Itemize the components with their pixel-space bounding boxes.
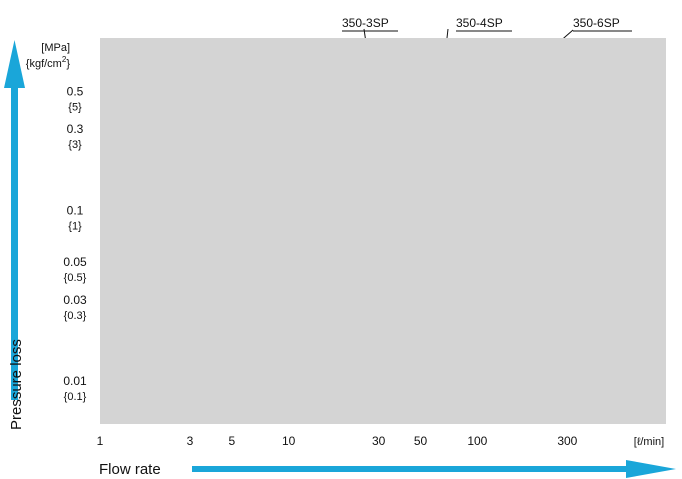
y-tick-sublabel: {5} bbox=[68, 101, 82, 113]
x-tick-label: 300 bbox=[557, 434, 577, 448]
x-axis-title: Flow rate bbox=[99, 461, 161, 478]
y-tick-label: 0.03 bbox=[63, 293, 87, 307]
series-label-350-6sp: 350-6SP bbox=[573, 16, 620, 30]
y-tick-label: 0.5 bbox=[67, 84, 84, 98]
y-axis-arrow bbox=[4, 40, 25, 400]
y-unit-secondary: {kgf/cm2} bbox=[26, 55, 71, 70]
x-tick-label: 3 bbox=[187, 434, 194, 448]
x-tick-label: 10 bbox=[282, 434, 296, 448]
y-tick-labels: 0.5 {5} 0.3 {3} 0.1 {1} 0.05 {0.5} 0.03 {0.3} 0.01… bbox=[63, 84, 87, 403]
y-tick-sublabel: {0.1} bbox=[64, 391, 87, 403]
y-tick-label: 0.05 bbox=[63, 255, 87, 269]
x-tick-labels: 1 3 5 10 30 50 100 300 bbox=[97, 434, 578, 448]
y-tick-label: 0.3 bbox=[67, 122, 84, 136]
y-tick-sublabel: {1} bbox=[68, 221, 82, 233]
y-unit-primary: [MPa] bbox=[41, 42, 70, 54]
x-unit-label: [ℓ/min] bbox=[634, 436, 664, 448]
series-label-350-3sp: 350-3SP bbox=[342, 16, 389, 30]
plot-background bbox=[100, 38, 666, 424]
y-tick-sublabel: {3} bbox=[68, 139, 82, 151]
y-tick-sublabel: {0.3} bbox=[64, 310, 87, 322]
x-axis-arrow bbox=[192, 460, 676, 478]
series-label-350-4sp: 350-4SP bbox=[456, 16, 503, 30]
annotation-350-6sp: 350-6SP bbox=[531, 16, 632, 66]
y-axis-title: Pressure loss bbox=[8, 339, 25, 430]
y-tick-label: 0.1 bbox=[67, 204, 84, 218]
y-tick-label: 0.01 bbox=[63, 374, 87, 388]
x-tick-label: 5 bbox=[229, 434, 236, 448]
x-tick-label: 50 bbox=[414, 434, 428, 448]
x-tick-label: 100 bbox=[467, 434, 487, 448]
x-tick-label: 1 bbox=[97, 434, 104, 448]
x-tick-label: 30 bbox=[372, 434, 386, 448]
y-tick-sublabel: {0.5} bbox=[64, 272, 87, 284]
